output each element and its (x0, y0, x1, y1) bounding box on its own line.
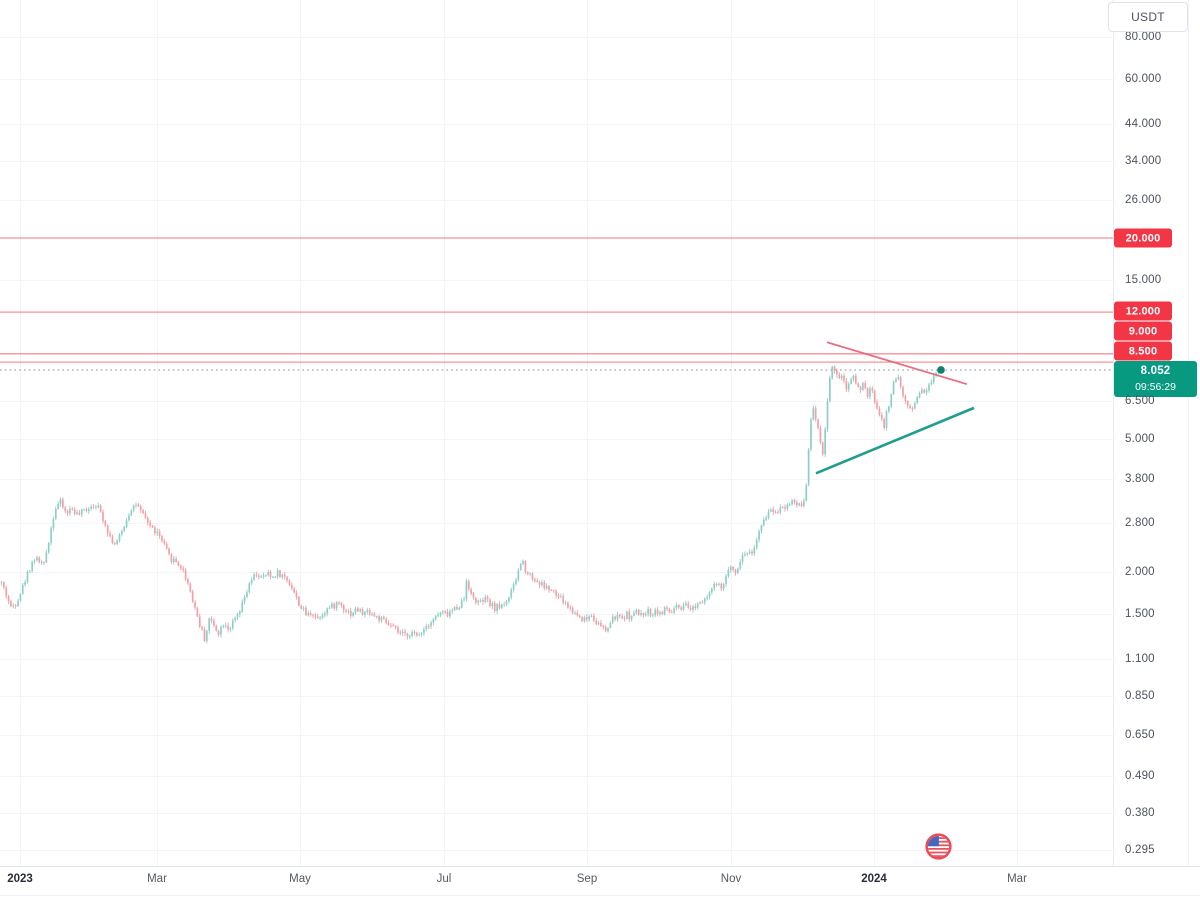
price-tick-label: 0.650 (1125, 729, 1155, 742)
price-level-badge: 9.000 (1114, 321, 1172, 341)
price-tick-label: 60.000 (1125, 72, 1162, 85)
price-tick-label: 5.000 (1125, 433, 1155, 446)
price-level-badge: 8.500 (1114, 341, 1172, 361)
price-tick-label: 15.000 (1125, 273, 1162, 286)
price-tick-label: 2.800 (1125, 517, 1155, 530)
price-level-badge: 20.000 (1114, 228, 1172, 248)
price-tick-label: 80.000 (1125, 30, 1162, 43)
current-price-badge: 8.052 09:56:29 (1114, 361, 1197, 397)
time-tick-label: 2023 (7, 873, 33, 885)
price-axis[interactable]: 8.052 09:56:29 80.000 60.000 44.000 34.000 2… (1113, 0, 1200, 866)
us-flag-icon[interactable] (925, 833, 952, 860)
price-tick-label: 1.100 (1125, 652, 1155, 665)
time-tick-label: May (289, 873, 311, 885)
price-tick-label: 0.380 (1125, 806, 1155, 819)
price-tick-label: 0.850 (1125, 690, 1155, 703)
price-tick-label: 3.800 (1125, 472, 1155, 485)
price-tick-label: 26.000 (1125, 193, 1162, 206)
currency-toggle-button[interactable]: USDT (1108, 2, 1188, 32)
time-tick-label: Nov (720, 873, 742, 885)
price-axis-separator (1113, 0, 1114, 866)
time-axis-underline (0, 895, 1200, 896)
time-axis[interactable]: 2023 Mar May Jul Sep Nov 2024 Mar (0, 866, 1200, 917)
price-chart-canvas[interactable] (0, 0, 1113, 866)
price-tick-label: 44.000 (1125, 117, 1162, 130)
price-tick-label: 1.500 (1125, 607, 1155, 620)
time-tick-label: Mar (147, 873, 167, 885)
price-tick-label: 6.500 (1125, 395, 1155, 408)
price-tick-label: 2.000 (1125, 566, 1155, 578)
price-tick-label: 34.000 (1125, 155, 1162, 168)
time-tick-label: Mar (1007, 873, 1027, 885)
us-flag-stripes (927, 835, 950, 858)
price-level-badge: 12.000 (1114, 301, 1172, 321)
countdown-timer: 09:56:29 (1135, 381, 1176, 393)
us-flag-canton (927, 836, 939, 847)
quote-currency-label: USDT (1131, 10, 1165, 24)
current-price-value: 8.052 (1140, 365, 1171, 377)
time-tick-label: Jul (436, 873, 452, 885)
price-tick-label: 0.490 (1125, 770, 1155, 783)
time-tick-label: 2024 (861, 873, 887, 885)
price-tick-label: 0.295 (1125, 843, 1155, 856)
time-tick-label: Sep (576, 873, 598, 885)
pane-edge-line (1188, 0, 1189, 866)
